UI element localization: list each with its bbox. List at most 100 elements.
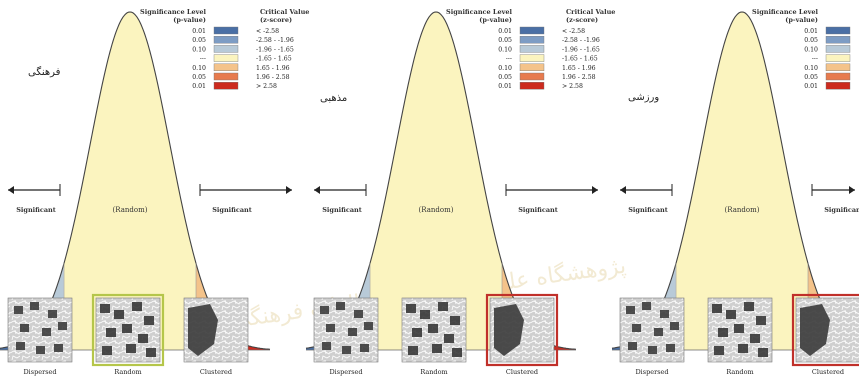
legend-zscore: < -2.58 [256, 28, 279, 35]
significance-header: Significance Level [140, 8, 206, 16]
significance-header: (p-value) [479, 16, 512, 24]
panel-2: مذهبی Significant Significant (Random) Signi… [305, 8, 615, 376]
significant-right-label: Significant [518, 206, 558, 214]
legend-zscore: 1.96 - 2.58 [562, 74, 596, 81]
map-label-random: Random [114, 368, 141, 376]
significance-header: (p-value) [785, 16, 818, 24]
legend-pvalue: 0.05 [804, 37, 818, 44]
legend-swatch [825, 81, 851, 90]
legend-pvalue: --- [506, 56, 512, 63]
legend-swatch [519, 54, 545, 62]
random-center-label: (Random) [419, 206, 454, 214]
selected-map-frame [485, 293, 559, 367]
legend-swatch [213, 45, 239, 53]
legend-pvalue: 0.05 [192, 74, 206, 81]
map-label-random: Random [420, 368, 447, 376]
legend-zscore: < -2.58 [562, 28, 585, 35]
legend-swatch [519, 26, 545, 35]
legend-swatch [825, 63, 851, 71]
legend-swatch [825, 45, 851, 53]
left-arrow [8, 184, 61, 196]
legend-pvalue: 0.10 [192, 46, 206, 53]
map-random [91, 293, 165, 367]
map-label-clustered: Clustered [812, 368, 844, 376]
legend-zscore: > 2.58 [256, 83, 277, 90]
curve-region-4 [64, 12, 196, 350]
legend-swatch [213, 81, 239, 90]
legend-pvalue: --- [812, 56, 818, 63]
left-arrow [314, 184, 367, 196]
legend-zscore: 1.65 - 1.96 [562, 65, 596, 72]
legend-zscore: 1.65 - 1.96 [256, 65, 290, 72]
map-dispersed [619, 297, 685, 363]
curve-region-4 [370, 12, 502, 350]
legend-swatch [825, 54, 851, 62]
map-random [707, 297, 773, 363]
map-label-random: Random [726, 368, 753, 376]
legend: Significance Level(p-value) Critical Valu… [140, 8, 309, 90]
map-label-dispersed: Dispersed [635, 368, 668, 376]
map-dispersed [7, 297, 73, 363]
legend-swatch [213, 63, 239, 71]
map-clustered [183, 297, 249, 363]
map-random [401, 297, 467, 363]
panel-title: فرهنگی [28, 66, 61, 78]
legend-pvalue: 0.05 [192, 37, 206, 44]
critical-header: (z-score) [566, 16, 598, 24]
legend-swatch [213, 54, 239, 62]
map-label-dispersed: Dispersed [23, 368, 56, 376]
legend-swatch [519, 72, 545, 81]
legend-pvalue: 0.10 [498, 65, 512, 72]
legend-pvalue: 0.10 [804, 65, 818, 72]
legend: Significance Level(p-value)Critical Valu… [752, 8, 851, 90]
legend-swatch [213, 26, 239, 35]
legend-zscore: -1.65 - 1.65 [562, 56, 598, 63]
significant-right-label: Significant [824, 206, 859, 214]
panel-title: ورزشی [628, 92, 659, 103]
significance-header: Significance Level [752, 8, 818, 16]
legend-pvalue: 0.01 [804, 83, 818, 90]
legend-zscore: -1.96 - -1.65 [256, 46, 294, 53]
panel-3: ورزشی Significant Significant (Random) Signi… [611, 8, 859, 376]
significance-header: Significance Level [446, 8, 512, 16]
critical-header: (z-score) [260, 16, 292, 24]
legend-pvalue: 0.05 [498, 74, 512, 81]
legend-pvalue: 0.05 [804, 74, 818, 81]
legend-swatch [519, 36, 545, 44]
right-arrow [505, 184, 598, 196]
panel-1: فرهنگی Significant Significant (Random) Sign… [0, 8, 309, 376]
legend-zscore: -1.65 - 1.65 [256, 56, 292, 63]
legend-pvalue: 0.10 [498, 46, 512, 53]
map-clustered [485, 293, 559, 367]
legend-zscore: -1.96 - -1.65 [562, 46, 600, 53]
legend-swatch [519, 63, 545, 71]
left-arrow [620, 184, 673, 196]
significant-left-label: Significant [628, 206, 668, 214]
selected-map-frame [91, 293, 165, 367]
legend-pvalue: 0.01 [498, 83, 512, 90]
curve-region-4 [676, 12, 808, 350]
legend-pvalue: 0.01 [192, 28, 206, 35]
significance-header: (p-value) [173, 16, 206, 24]
significant-left-label: Significant [322, 206, 362, 214]
random-center-label: (Random) [725, 206, 760, 214]
legend-swatch [519, 81, 545, 90]
legend-zscore: -2.58 - -1.96 [562, 37, 600, 44]
map-label-dispersed: Dispersed [329, 368, 362, 376]
legend-swatch [519, 45, 545, 53]
legend-pvalue: 0.10 [804, 46, 818, 53]
panel-title: مذهبی [320, 93, 347, 104]
critical-header: Critical Value [260, 8, 309, 16]
legend: Significance Level(p-value)Critical Valu… [446, 8, 615, 90]
legend-pvalue: --- [200, 56, 206, 63]
legend-pvalue: 0.05 [498, 37, 512, 44]
right-arrow [199, 184, 292, 196]
legend-swatch [213, 72, 239, 81]
map-dispersed [313, 297, 379, 363]
legend-swatch [825, 72, 851, 81]
selected-map-frame [791, 293, 859, 367]
significant-right-label: Significant [212, 206, 252, 214]
map-label-clustered: Clustered [506, 368, 538, 376]
legend-pvalue: 0.01 [804, 28, 818, 35]
